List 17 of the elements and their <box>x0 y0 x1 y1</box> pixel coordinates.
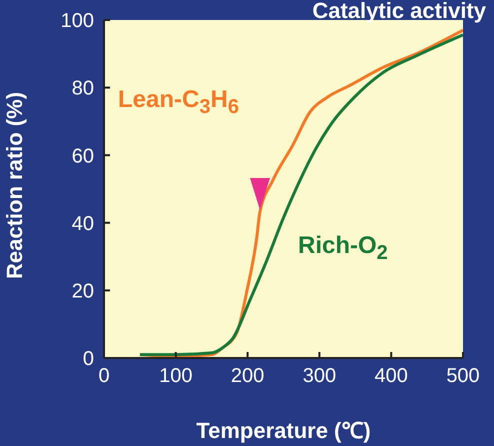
x-tick-label: 300 <box>302 365 336 388</box>
y-tick-label: 40 <box>72 212 94 235</box>
y-tick-label: 100 <box>60 10 94 32</box>
y-tick-label: 20 <box>72 280 94 302</box>
y-tick-label: 0 <box>82 348 94 370</box>
series-label: Rich-O$_{2}$ <box>298 232 388 265</box>
x-axis-title: Temperature (℃) <box>196 418 371 443</box>
y-tick-label: 60 <box>72 145 94 168</box>
x-tick-label: 200 <box>230 365 264 388</box>
x-tick-label: 500 <box>446 365 480 388</box>
y-axis-title: Reaction ratio (%) <box>2 92 27 279</box>
x-tick-label: 100 <box>159 365 192 388</box>
text: Lean-C$_{3}$H$_{6}$ <box>118 86 239 119</box>
x-tick-label: 0 <box>98 365 110 388</box>
x-tick-label: 400 <box>374 365 408 388</box>
y-tick-label: 80 <box>72 78 94 100</box>
chart-title: Catalytic activity <box>312 0 486 24</box>
